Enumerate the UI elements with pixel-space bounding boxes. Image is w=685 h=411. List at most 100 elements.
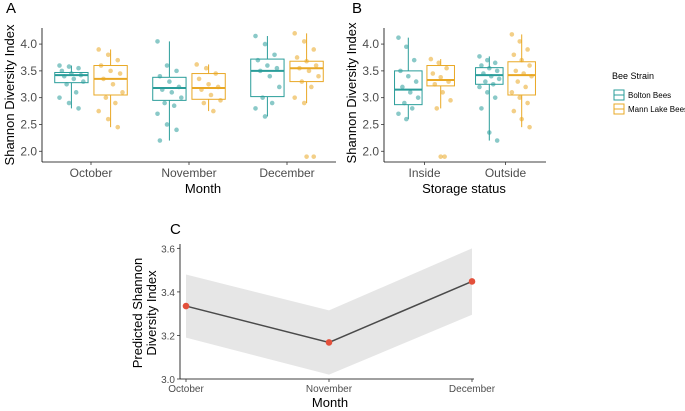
panel-b-ylabel: Shannon Diversity Index bbox=[344, 22, 359, 163]
data-point bbox=[157, 73, 163, 79]
panel-b-xtick-label: Inside bbox=[408, 166, 440, 180]
data-point bbox=[525, 47, 530, 52]
box-iqr bbox=[250, 58, 285, 98]
data-point bbox=[66, 64, 72, 69]
data-point bbox=[103, 95, 109, 100]
legend-label-0: Bolton Bees bbox=[628, 91, 671, 100]
data-point bbox=[199, 87, 204, 92]
data-point bbox=[59, 68, 65, 74]
data-point bbox=[115, 57, 121, 63]
data-point bbox=[415, 95, 421, 100]
panel-a-xtick-label: December bbox=[259, 166, 314, 180]
data-point bbox=[255, 57, 261, 63]
data-point bbox=[527, 124, 532, 130]
data-point bbox=[206, 81, 211, 87]
data-point bbox=[492, 95, 498, 100]
data-point bbox=[297, 65, 302, 71]
data-point bbox=[485, 90, 490, 95]
data-point bbox=[509, 90, 515, 95]
panel-a-ytick-label: 2.5 bbox=[20, 117, 37, 131]
panel-b-box-bolton-bees-0 bbox=[394, 35, 423, 122]
data-point bbox=[487, 65, 492, 71]
panel-a-xlabel: Month bbox=[185, 181, 221, 196]
data-point bbox=[398, 68, 403, 74]
data-point bbox=[267, 73, 273, 79]
data-point bbox=[396, 111, 401, 117]
data-point bbox=[262, 114, 268, 119]
data-point bbox=[262, 41, 268, 47]
panel-c-ylabel-line1: Predicted Shannon bbox=[130, 258, 145, 369]
data-point bbox=[494, 68, 500, 74]
panel-a-ytick-label: 2.0 bbox=[20, 144, 37, 158]
data-point bbox=[428, 56, 434, 62]
panel-c-xtick-label: December bbox=[449, 384, 496, 395]
data-point bbox=[69, 71, 74, 76]
data-point bbox=[265, 63, 270, 68]
data-point bbox=[76, 106, 81, 111]
data-point bbox=[162, 100, 167, 106]
data-point bbox=[208, 92, 214, 98]
data-point bbox=[196, 76, 202, 82]
data-point bbox=[477, 84, 482, 90]
data-point bbox=[515, 79, 521, 84]
data-point bbox=[438, 75, 444, 80]
data-point bbox=[105, 52, 111, 58]
data-point bbox=[174, 68, 179, 74]
data-point bbox=[110, 81, 116, 87]
data-point bbox=[96, 47, 101, 52]
legend-title: Bee Strain bbox=[612, 71, 654, 81]
data-point bbox=[483, 79, 488, 84]
data-point bbox=[115, 124, 121, 130]
panel-a-box-bolton-bees-1 bbox=[152, 39, 187, 143]
data-point bbox=[444, 65, 449, 71]
data-point bbox=[301, 100, 307, 106]
data-point bbox=[488, 73, 494, 79]
data-point bbox=[490, 81, 496, 87]
data-point bbox=[304, 58, 309, 64]
data-point bbox=[430, 71, 436, 76]
data-point bbox=[117, 71, 123, 76]
data-point bbox=[57, 63, 62, 68]
data-point bbox=[292, 31, 298, 36]
panel-b-ytick-label: 3.5 bbox=[362, 64, 379, 78]
data-point bbox=[260, 95, 265, 100]
data-point bbox=[257, 68, 263, 74]
panel-a-box-bolton-bees-0 bbox=[54, 63, 89, 111]
data-point bbox=[529, 73, 534, 79]
data-point bbox=[523, 84, 528, 90]
data-point bbox=[517, 95, 523, 100]
data-point bbox=[108, 68, 113, 74]
data-point bbox=[301, 39, 307, 44]
panel-b-ytick-label: 3.0 bbox=[362, 91, 379, 105]
data-point bbox=[253, 33, 258, 39]
data-point bbox=[519, 116, 524, 122]
data-point bbox=[409, 106, 415, 111]
data-point bbox=[404, 116, 409, 122]
data-point bbox=[517, 39, 523, 44]
panel-c-xtick-label: October bbox=[168, 384, 204, 395]
data-point bbox=[213, 71, 219, 76]
panel-a-ytick-label: 3.5 bbox=[20, 64, 37, 78]
data-point bbox=[169, 90, 175, 95]
data-point bbox=[313, 63, 319, 68]
panel-a-xtick-label: November bbox=[161, 166, 216, 180]
panel-b-xtick-label: Outside bbox=[485, 166, 527, 180]
panel-c-xlabel: Month bbox=[312, 395, 348, 410]
data-point bbox=[311, 154, 317, 159]
data-point bbox=[155, 39, 160, 44]
legend-label-1: Mann Lake Bees bbox=[628, 105, 685, 114]
data-point bbox=[311, 47, 317, 52]
data-point bbox=[487, 130, 492, 135]
data-point bbox=[64, 81, 69, 87]
panel-b-ytick-label: 2.0 bbox=[362, 144, 379, 158]
data-point bbox=[407, 90, 413, 95]
data-point bbox=[521, 71, 526, 76]
data-point bbox=[157, 138, 163, 143]
panel-label-b: B bbox=[352, 0, 362, 17]
data-point bbox=[215, 84, 221, 90]
data-point bbox=[396, 35, 401, 40]
data-point bbox=[511, 108, 517, 114]
data-point bbox=[73, 90, 79, 95]
data-point bbox=[167, 79, 172, 84]
